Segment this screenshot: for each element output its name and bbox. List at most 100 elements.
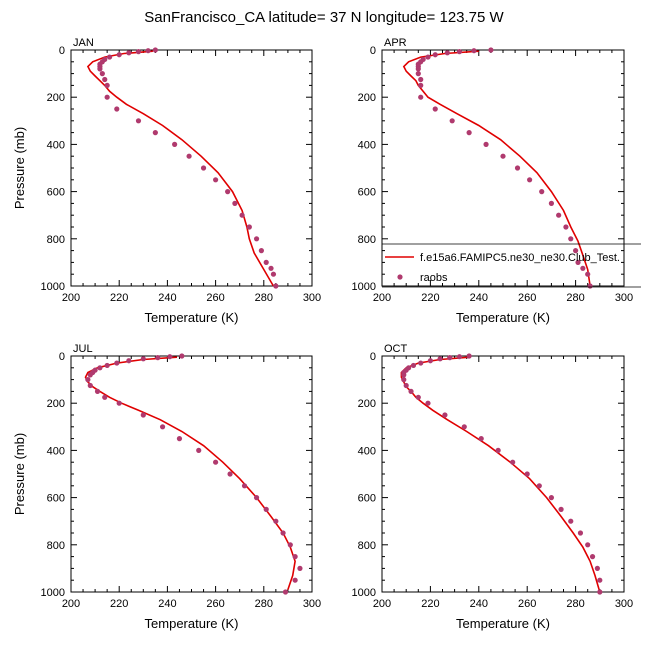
raobs-point bbox=[200, 165, 207, 171]
y-tick-label: 400 bbox=[358, 445, 376, 457]
raobs-point bbox=[418, 360, 424, 366]
raobs-point bbox=[415, 71, 421, 77]
raobs-point bbox=[292, 577, 298, 583]
y-tick-label: 200 bbox=[47, 92, 65, 104]
y-tick-label: 200 bbox=[47, 398, 65, 410]
y-tick-label: 0 bbox=[59, 45, 65, 57]
raobs-point bbox=[145, 48, 151, 54]
raobs-point bbox=[106, 54, 113, 60]
raobs-point bbox=[427, 358, 433, 364]
raobs-point bbox=[239, 212, 245, 218]
raobs-point bbox=[447, 355, 453, 361]
raobs-point bbox=[568, 518, 574, 524]
raobs-point bbox=[558, 506, 564, 512]
panels-group: 200 220 240 260 280 300 0 200 400 600 800 1000 JAN Te… bbox=[12, 37, 633, 631]
x-tick-label: 240 bbox=[470, 292, 488, 304]
y-tick-label: 200 bbox=[358, 92, 376, 104]
raobs-point bbox=[135, 49, 142, 55]
x-tick-label: 260 bbox=[518, 292, 536, 304]
raobs-point bbox=[410, 362, 417, 369]
x-tick-label: 200 bbox=[62, 598, 80, 610]
y-tick-label: 0 bbox=[370, 45, 376, 57]
raobs-point bbox=[227, 471, 233, 477]
raobs-point bbox=[589, 554, 596, 560]
raobs-point bbox=[444, 50, 450, 56]
raobs-point bbox=[213, 459, 219, 465]
x-tick-label: 200 bbox=[373, 598, 391, 610]
raobs-point bbox=[104, 94, 110, 100]
raobs-point bbox=[418, 76, 424, 83]
raobs-point bbox=[196, 447, 202, 453]
raobs-point bbox=[114, 360, 120, 366]
raobs-point bbox=[126, 358, 132, 364]
raobs-point bbox=[597, 577, 603, 583]
model-profile-line bbox=[84, 356, 296, 590]
legend-obs-swatch bbox=[397, 274, 403, 280]
raobs-point bbox=[573, 248, 579, 254]
raobs-point bbox=[263, 259, 269, 265]
x-tick-label: 280 bbox=[566, 598, 584, 610]
raobs-point bbox=[297, 565, 303, 572]
raobs-point bbox=[539, 189, 545, 195]
raobs-point bbox=[449, 118, 455, 124]
x-tick-label: 280 bbox=[255, 598, 273, 610]
raobs-point bbox=[253, 495, 260, 501]
model-profile-line bbox=[86, 50, 275, 287]
raobs-point bbox=[282, 589, 289, 595]
raobs-point bbox=[585, 542, 591, 548]
raobs-point bbox=[408, 388, 414, 394]
raobs-point bbox=[461, 424, 467, 430]
y-tick-label: 800 bbox=[47, 540, 65, 552]
y-tick-label: 800 bbox=[47, 234, 65, 246]
x-tick-label: 280 bbox=[255, 292, 273, 304]
raobs-point bbox=[401, 372, 407, 378]
raobs-point bbox=[270, 271, 277, 277]
legend-model-label: f.e15a6.FAMIPC5.ne30_ne30.Club_Test. bbox=[420, 252, 620, 264]
x-axis-label: Temperature (K) bbox=[456, 616, 550, 631]
raobs-point bbox=[140, 412, 146, 418]
y-axis-label: Pressure (mb) bbox=[12, 433, 27, 515]
x-tick-label: 260 bbox=[206, 292, 224, 304]
raobs-point bbox=[273, 283, 279, 289]
x-tick-label: 220 bbox=[421, 292, 439, 304]
raobs-point bbox=[563, 224, 569, 230]
x-tick-label: 200 bbox=[373, 292, 391, 304]
raobs-point bbox=[213, 177, 219, 183]
raobs-point bbox=[418, 82, 424, 88]
y-tick-label: 600 bbox=[358, 187, 376, 199]
raobs-point bbox=[527, 177, 533, 183]
raobs-point bbox=[425, 54, 431, 60]
raobs-point bbox=[594, 565, 600, 572]
raobs-point bbox=[471, 48, 477, 54]
figure-title: SanFrancisco_CA latitude= 37 N longitude… bbox=[144, 9, 504, 26]
raobs-point bbox=[280, 530, 286, 536]
y-tick-label: 0 bbox=[370, 351, 376, 363]
panel-oct: 200 220 240 260 280 300 0 200 400 600 800 1000 OCT Te… bbox=[352, 343, 634, 631]
panel-jul: 200 220 240 260 280 300 0 200 400 600 800 1000 JUL Te… bbox=[12, 343, 321, 631]
x-tick-label: 240 bbox=[470, 598, 488, 610]
x-tick-label: 220 bbox=[110, 292, 128, 304]
x-axis-label: Temperature (K) bbox=[145, 616, 239, 631]
legend-obs-label: raobs bbox=[420, 272, 448, 284]
raobs-point bbox=[585, 271, 591, 277]
model-profile-line bbox=[400, 356, 601, 593]
raobs-point bbox=[135, 118, 142, 124]
y-tick-label: 1000 bbox=[352, 281, 376, 293]
raobs-point bbox=[232, 200, 238, 206]
x-tick-label: 300 bbox=[615, 598, 633, 610]
panel-label: JAN bbox=[73, 37, 94, 49]
raobs-point bbox=[597, 589, 603, 595]
x-tick-label: 200 bbox=[62, 292, 80, 304]
raobs-point bbox=[432, 52, 438, 58]
raobs-point bbox=[568, 236, 574, 242]
raobs-point bbox=[548, 495, 555, 501]
legend: f.e15a6.FAMIPC5.ne30_ne30.Club_Test.raob… bbox=[382, 243, 641, 288]
raobs-point bbox=[500, 153, 506, 159]
x-tick-label: 220 bbox=[421, 598, 439, 610]
raobs-point bbox=[456, 49, 463, 55]
raobs-point bbox=[258, 248, 264, 254]
raobs-point bbox=[466, 353, 472, 359]
raobs-point bbox=[152, 130, 158, 136]
panel-jan: 200 220 240 260 280 300 0 200 400 600 800 1000 JAN Te… bbox=[12, 37, 321, 325]
